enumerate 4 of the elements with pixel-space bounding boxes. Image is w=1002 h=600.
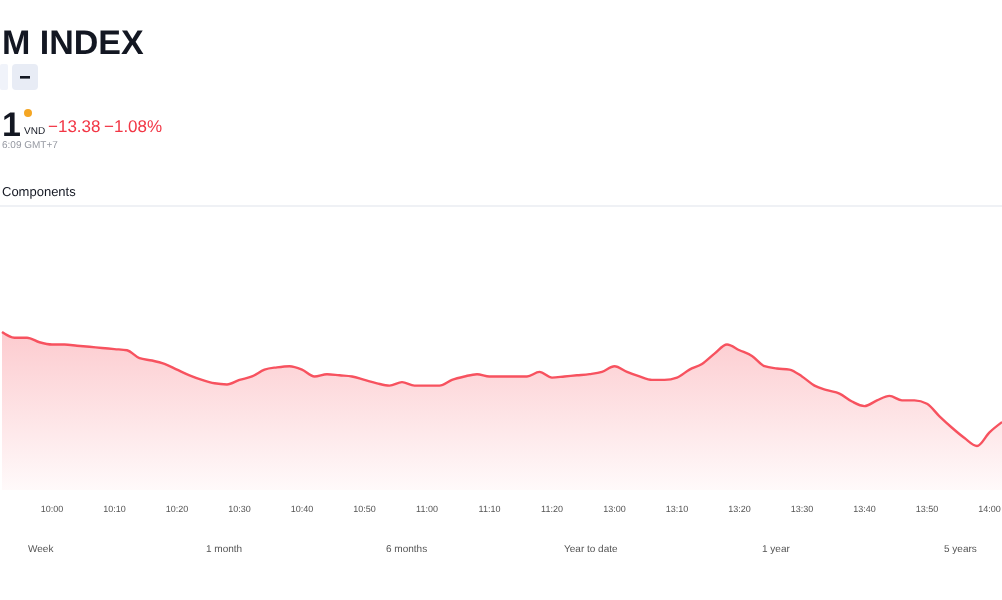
text: −13.38: [48, 116, 102, 136]
text: 1: [2, 106, 21, 144]
text: −1.08%: [104, 116, 164, 136]
chart-title: M INDEX: [2, 24, 145, 62]
